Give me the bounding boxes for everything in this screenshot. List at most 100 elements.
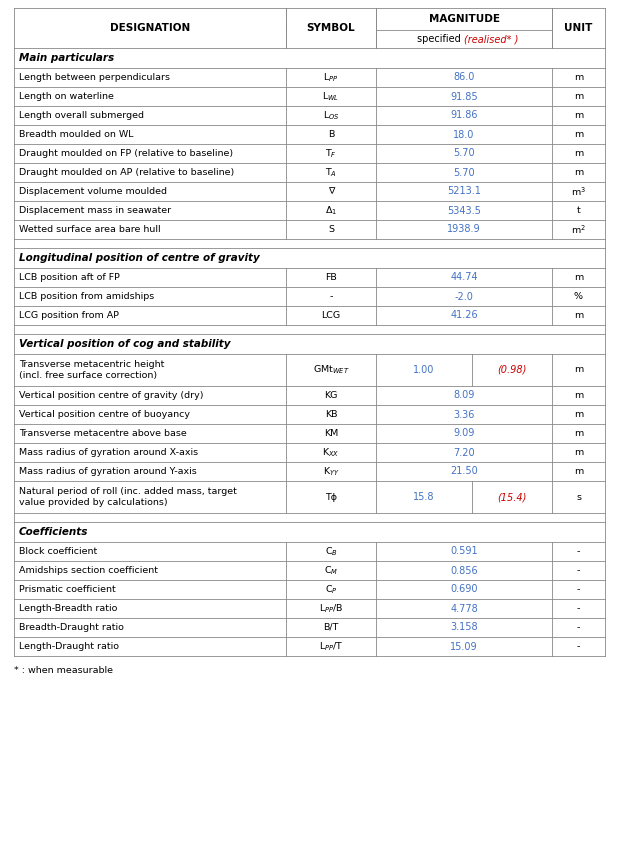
- Text: Transverse metacentre above base: Transverse metacentre above base: [19, 429, 187, 438]
- Text: value provided by calculations): value provided by calculations): [19, 498, 168, 507]
- Text: -: -: [577, 623, 580, 632]
- Text: 21.50: 21.50: [450, 466, 478, 477]
- Text: 44.74: 44.74: [450, 273, 478, 283]
- Text: Displacement mass in seawater: Displacement mass in seawater: [19, 206, 171, 215]
- Text: Δ$_{1}$: Δ$_{1}$: [325, 205, 337, 216]
- Text: Vertical position centre of gravity (dry): Vertical position centre of gravity (dry…: [19, 391, 204, 400]
- Text: 5.70: 5.70: [453, 148, 475, 158]
- Text: Mass radius of gyration around X-axis: Mass radius of gyration around X-axis: [19, 448, 198, 457]
- Text: m: m: [574, 448, 583, 457]
- Text: m: m: [574, 92, 583, 101]
- Text: m: m: [574, 168, 583, 177]
- Text: 0.591: 0.591: [450, 546, 478, 557]
- Text: -: -: [577, 642, 580, 651]
- Text: 3.158: 3.158: [450, 622, 478, 632]
- Text: -2.0: -2.0: [454, 291, 474, 301]
- Text: (realised* ): (realised* ): [464, 34, 518, 44]
- Text: (15.4): (15.4): [497, 492, 527, 502]
- Text: UNIT: UNIT: [565, 23, 592, 33]
- Text: Natural period of roll (inc. added mass, target: Natural period of roll (inc. added mass,…: [19, 487, 237, 496]
- Text: B: B: [328, 130, 334, 139]
- Text: Length between perpendiculars: Length between perpendiculars: [19, 73, 170, 82]
- Text: m: m: [574, 365, 583, 375]
- Text: %: %: [574, 292, 583, 301]
- Text: Vertical position centre of buoyancy: Vertical position centre of buoyancy: [19, 410, 190, 419]
- Text: 5213.1: 5213.1: [447, 186, 481, 196]
- Text: T$_{F}$: T$_{F}$: [325, 147, 337, 160]
- Text: Block coefficient: Block coefficient: [19, 547, 97, 556]
- Text: C$_{B}$: C$_{B}$: [324, 546, 337, 557]
- Text: T$_{A}$: T$_{A}$: [325, 166, 337, 179]
- Text: * : when measurable: * : when measurable: [14, 666, 113, 675]
- Text: t: t: [577, 206, 581, 215]
- Text: SYMBOL: SYMBOL: [306, 23, 355, 33]
- Text: 91.86: 91.86: [450, 110, 478, 120]
- Text: Wetted surface area bare hull: Wetted surface area bare hull: [19, 225, 160, 234]
- Text: 15.09: 15.09: [450, 642, 478, 652]
- Text: -: -: [577, 547, 580, 556]
- Text: KG: KG: [324, 391, 338, 400]
- Text: Prismatic coefficient: Prismatic coefficient: [19, 585, 116, 594]
- Text: Longitudinal position of centre of gravity: Longitudinal position of centre of gravi…: [19, 253, 260, 263]
- Text: Transverse metacentric height: Transverse metacentric height: [19, 360, 165, 369]
- Text: 4.778: 4.778: [450, 604, 478, 614]
- Text: 91.85: 91.85: [450, 92, 478, 102]
- Text: GMt$_{WET}$: GMt$_{WET}$: [313, 364, 349, 376]
- Text: Main particulars: Main particulars: [19, 53, 114, 63]
- Text: m: m: [574, 391, 583, 400]
- Text: Length overall submerged: Length overall submerged: [19, 111, 144, 120]
- Text: LCB position from amidships: LCB position from amidships: [19, 292, 154, 301]
- Text: -: -: [577, 585, 580, 594]
- Text: FB: FB: [325, 273, 337, 282]
- Text: 15.8: 15.8: [413, 492, 435, 502]
- Text: Breadth-Draught ratio: Breadth-Draught ratio: [19, 623, 124, 632]
- Text: m: m: [574, 410, 583, 419]
- Text: KM: KM: [324, 429, 338, 438]
- Text: -: -: [577, 566, 580, 575]
- Text: m: m: [574, 311, 583, 320]
- Text: ∇: ∇: [328, 187, 334, 196]
- Text: LCG position from AP: LCG position from AP: [19, 311, 119, 320]
- Text: Mass radius of gyration around Y-axis: Mass radius of gyration around Y-axis: [19, 467, 197, 476]
- Text: Coefficients: Coefficients: [19, 527, 89, 537]
- Text: L$_{OS}$: L$_{OS}$: [322, 109, 339, 122]
- Text: Draught moulded on AP (relative to baseline): Draught moulded on AP (relative to basel…: [19, 168, 234, 177]
- Text: Length-Breadth ratio: Length-Breadth ratio: [19, 604, 118, 613]
- Text: 5.70: 5.70: [453, 168, 475, 178]
- Text: Amidships section coefficient: Amidships section coefficient: [19, 566, 158, 575]
- Text: Breadth moulded on WL: Breadth moulded on WL: [19, 130, 134, 139]
- Text: 18.0: 18.0: [453, 130, 475, 140]
- Text: (0.98): (0.98): [497, 365, 527, 375]
- Text: 0.856: 0.856: [450, 566, 478, 575]
- Text: m: m: [574, 111, 583, 120]
- Text: K$_{YY}$: K$_{YY}$: [322, 466, 339, 477]
- Text: S: S: [328, 225, 334, 234]
- Text: L$_{PP}$/T: L$_{PP}$/T: [319, 640, 344, 653]
- Text: 41.26: 41.26: [450, 311, 478, 321]
- Text: L$_{PP}$/B: L$_{PP}$/B: [319, 602, 344, 615]
- Text: L$_{PP}$: L$_{PP}$: [323, 72, 339, 83]
- Text: m: m: [574, 429, 583, 438]
- Text: m: m: [574, 273, 583, 282]
- Text: C$_{M}$: C$_{M}$: [324, 564, 338, 577]
- Text: Draught moulded on FP (relative to baseline): Draught moulded on FP (relative to basel…: [19, 149, 233, 158]
- Text: KB: KB: [325, 410, 337, 419]
- Text: MAGNITUDE: MAGNITUDE: [428, 14, 500, 24]
- Text: K$_{XX}$: K$_{XX}$: [322, 446, 340, 459]
- Text: B/T: B/T: [323, 623, 339, 632]
- Text: 86.0: 86.0: [453, 72, 475, 83]
- Text: m: m: [574, 467, 583, 476]
- Text: -: -: [577, 604, 580, 613]
- Text: m$^{3}$: m$^{3}$: [571, 185, 586, 198]
- Text: specified: specified: [417, 34, 464, 44]
- Text: (incl. free surface correction): (incl. free surface correction): [19, 371, 157, 381]
- Text: Length-Draught ratio: Length-Draught ratio: [19, 642, 119, 651]
- Text: 5343.5: 5343.5: [447, 205, 481, 216]
- Text: 1938.9: 1938.9: [447, 225, 481, 235]
- Text: 0.690: 0.690: [450, 584, 478, 594]
- Text: LCG: LCG: [321, 311, 340, 320]
- Text: Length on waterline: Length on waterline: [19, 92, 114, 101]
- Text: 9.09: 9.09: [453, 429, 475, 439]
- Text: Displacement volume moulded: Displacement volume moulded: [19, 187, 167, 196]
- Text: 7.20: 7.20: [453, 447, 475, 457]
